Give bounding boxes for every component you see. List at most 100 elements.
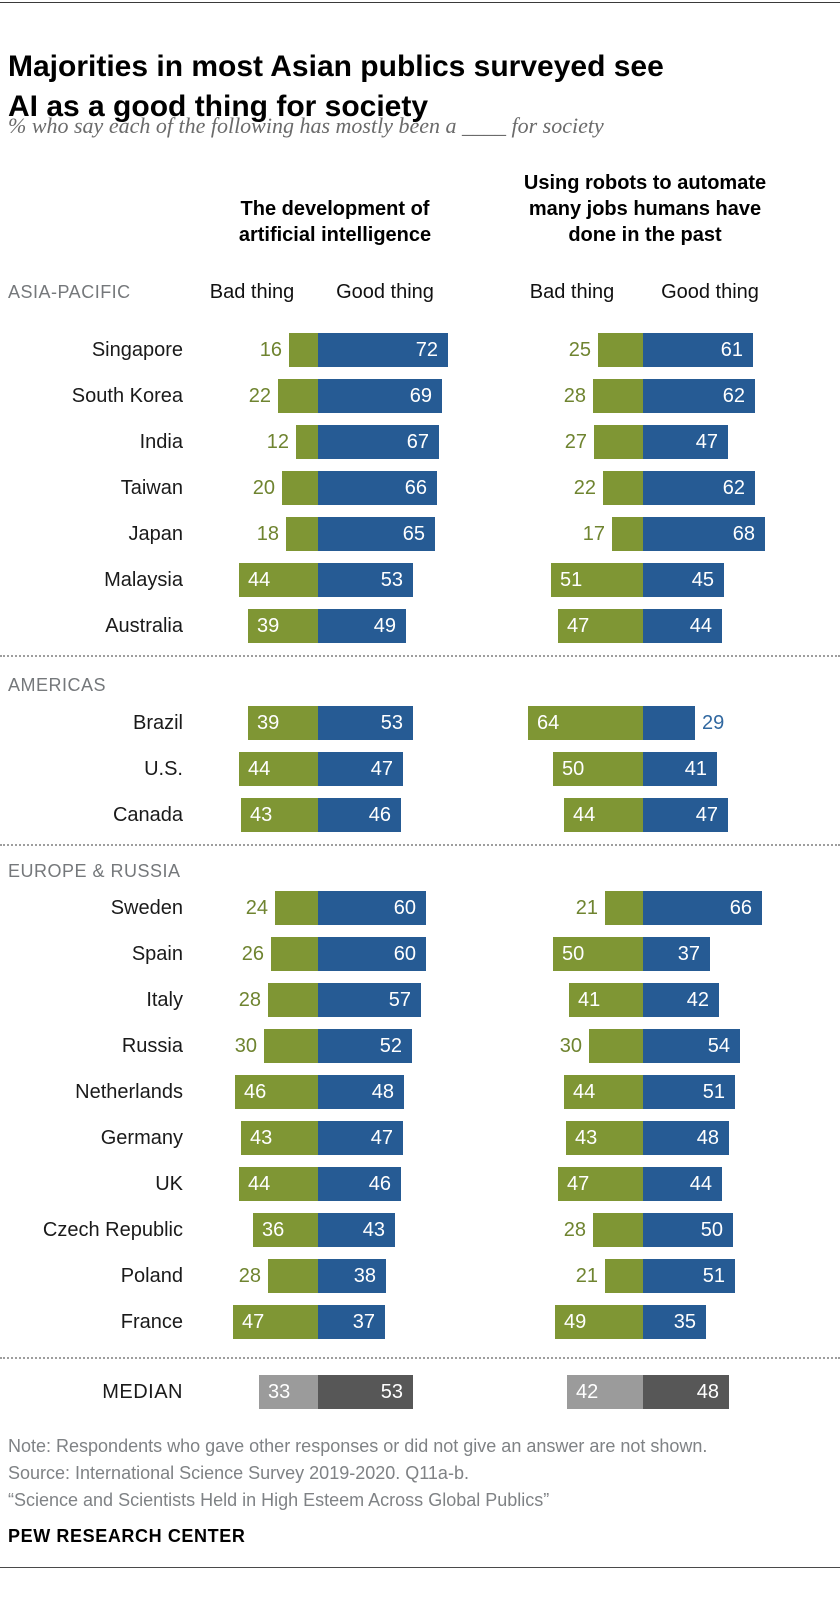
good-value-label: 53 xyxy=(380,1381,403,1403)
bar-pair: 47 37 xyxy=(190,1305,480,1339)
good-value-label: 47 xyxy=(695,804,718,826)
bar-pair: 27 47 xyxy=(515,425,805,459)
bad-value-label: 44 xyxy=(573,1081,596,1103)
bad-value-label: 64 xyxy=(537,712,560,734)
chart-row: Netherlands 46 48 44 51 xyxy=(0,1075,840,1109)
chart-row: France 47 37 49 35 xyxy=(0,1305,840,1339)
bad-bar xyxy=(253,1213,318,1247)
country-label: Japan xyxy=(128,523,184,545)
bad-bar xyxy=(275,891,318,925)
good-value-label: 54 xyxy=(707,1035,730,1057)
bar-pair: 30 54 xyxy=(515,1029,805,1063)
good-value-label: 47 xyxy=(695,431,718,453)
country-label: Sweden xyxy=(110,897,183,919)
country-label: Singapore xyxy=(91,339,183,361)
good-value-label: 47 xyxy=(370,758,393,780)
question-ai-line-2: artificial intelligence xyxy=(238,224,432,246)
good-bar xyxy=(643,1305,706,1339)
footer-source: Source: International Science Survey 201… xyxy=(8,1463,469,1483)
chart-row: Japan 18 65 17 68 xyxy=(0,517,840,551)
bad-bar xyxy=(603,471,643,505)
good-bar xyxy=(643,752,717,786)
bad-bar xyxy=(558,1167,643,1201)
chart-row: Italy 28 57 41 42 xyxy=(0,983,840,1017)
bad-value-label: 16 xyxy=(259,339,282,361)
good-value-label: 68 xyxy=(732,523,755,545)
country-label: Germany xyxy=(100,1127,183,1149)
bad-bar xyxy=(233,1305,318,1339)
good-bar xyxy=(318,1259,386,1293)
bad-value-label: 12 xyxy=(266,431,289,453)
bad-bar xyxy=(239,752,318,786)
good-bar xyxy=(318,1375,413,1409)
country-label: UK xyxy=(155,1173,183,1195)
good-bar xyxy=(318,1075,404,1109)
chart-row: Russia 30 52 30 54 xyxy=(0,1029,840,1063)
good-bar xyxy=(643,333,753,367)
bad-bar xyxy=(558,609,643,643)
section-divider xyxy=(0,655,840,657)
good-value-label: 53 xyxy=(380,712,403,734)
chart-row: India 12 67 27 47 xyxy=(0,425,840,459)
good-bar xyxy=(643,379,755,413)
good-bar xyxy=(318,563,413,597)
question-header-ai: The development of artificial intelligen… xyxy=(185,196,485,248)
chart-footer: Note: Respondents who gave other respons… xyxy=(8,1433,832,1514)
bad-value-label: 44 xyxy=(248,758,271,780)
bar-pair: 20 66 xyxy=(190,471,480,505)
bar-pair: 25 61 xyxy=(515,333,805,367)
bad-bar xyxy=(605,891,643,925)
bar-pair: 39 49 xyxy=(190,609,480,643)
bar-pair: 44 47 xyxy=(515,798,805,832)
country-label: Australia xyxy=(105,615,183,637)
good-value-label: 38 xyxy=(353,1265,376,1287)
question-robots-line-3: done in the past xyxy=(568,224,722,246)
good-value-label: 45 xyxy=(691,569,714,591)
bad-bar xyxy=(241,1121,318,1155)
bad-value-label: 47 xyxy=(242,1311,265,1333)
good-value-label: 50 xyxy=(700,1219,723,1241)
chart-row: UK 44 46 47 44 xyxy=(0,1167,840,1201)
bar-pair: 51 45 xyxy=(515,563,805,597)
good-value-label: 67 xyxy=(406,431,429,453)
bar-pair: 64 29 xyxy=(515,706,805,740)
chart-row: Canada 43 46 44 47 xyxy=(0,798,840,832)
bad-bar xyxy=(566,1121,643,1155)
col-header-bad-robots: Bad thing xyxy=(529,281,615,303)
bad-bar xyxy=(241,798,318,832)
footer-note: Note: Respondents who gave other respons… xyxy=(8,1436,708,1456)
question-header-robots: Using robots to automate many jobs human… xyxy=(495,170,795,248)
good-bar xyxy=(643,937,710,971)
good-bar xyxy=(318,517,435,551)
good-value-label: 57 xyxy=(388,989,411,1011)
country-label: Poland xyxy=(120,1265,183,1287)
bad-bar xyxy=(553,752,643,786)
country-label: Malaysia xyxy=(104,569,183,591)
bad-bar xyxy=(569,983,643,1017)
bar-pair: 46 48 xyxy=(190,1075,480,1109)
good-value-label: 61 xyxy=(720,339,743,361)
bad-value-label: 44 xyxy=(248,1173,271,1195)
bad-value-label: 43 xyxy=(250,1127,273,1149)
good-value-label: 44 xyxy=(689,1173,712,1195)
bad-value-label: 43 xyxy=(250,804,273,826)
bad-bar xyxy=(594,425,643,459)
good-bar xyxy=(318,333,448,367)
country-label: Czech Republic xyxy=(42,1219,183,1241)
bad-bar xyxy=(248,706,318,740)
bad-bar xyxy=(564,798,643,832)
good-value-label: 51 xyxy=(702,1265,725,1287)
bad-value-label: 28 xyxy=(563,1219,586,1241)
country-label: France xyxy=(120,1311,183,1333)
good-bar xyxy=(318,752,403,786)
bar-pair: 24 60 xyxy=(190,891,480,925)
country-label: Taiwan xyxy=(120,477,183,499)
good-value-label: 66 xyxy=(404,477,427,499)
col-header-good-ai: Good thing xyxy=(336,281,434,303)
bar-pair: 28 57 xyxy=(190,983,480,1017)
good-bar xyxy=(643,1075,735,1109)
good-value-label: 46 xyxy=(368,804,391,826)
bar-pair: 33 53 xyxy=(190,1375,480,1409)
bar-pair: 44 51 xyxy=(515,1075,805,1109)
good-bar xyxy=(643,1167,722,1201)
